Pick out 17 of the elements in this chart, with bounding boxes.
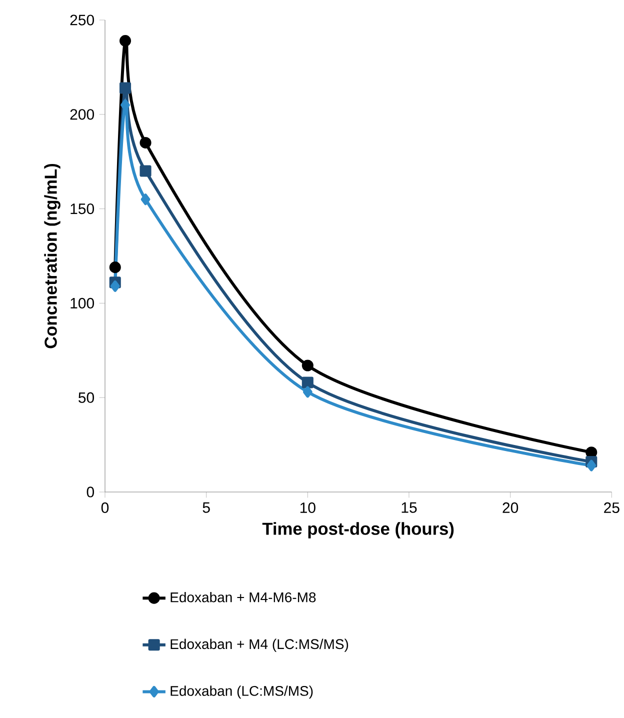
- y-tick-label: 250: [70, 14, 94, 26]
- y-axis-title: Concnetration (ng/mL): [44, 164, 60, 348]
- x-tick-label: 0: [101, 502, 108, 514]
- legend-label: Edoxaban + M4-M6-M8: [170, 592, 316, 602]
- y-tick-label: 50: [78, 392, 94, 403]
- x-tick-label: 20: [502, 502, 518, 514]
- x-tick-label: 5: [202, 502, 210, 513]
- y-tick-label: 150: [70, 203, 94, 214]
- y-tick-label: 200: [70, 109, 94, 120]
- x-tick-label: 25: [604, 502, 620, 514]
- y-tick-label: 100: [70, 298, 94, 309]
- x-tick-label: 15: [402, 502, 416, 513]
- x-tick-label: 10: [300, 502, 316, 514]
- x-axis-title: Time post-dose (hours): [262, 522, 454, 538]
- legend-label: Edoxaban (LC:MS/MS): [170, 686, 312, 699]
- legend-label: Edoxaban + M4 (LC:MS/MS): [170, 638, 348, 652]
- y-tick-label: 0: [86, 486, 94, 498]
